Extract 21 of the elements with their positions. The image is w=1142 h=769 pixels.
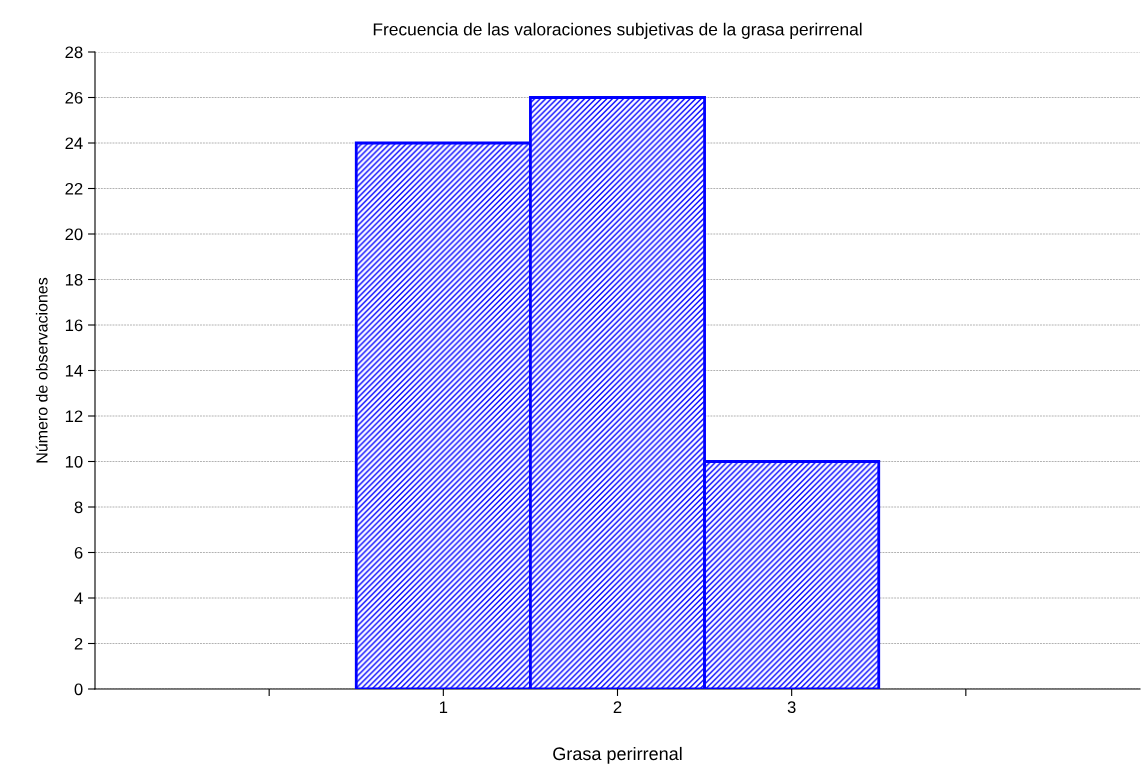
y-tick-label: 14: [65, 365, 83, 377]
y-tick-label: 20: [65, 228, 83, 241]
y-tick-label: 8: [74, 501, 83, 514]
x-tick-label: 2: [613, 701, 622, 713]
y-tick-label: 16: [65, 319, 83, 332]
y-tick-label: 0: [74, 683, 83, 696]
x-tick-label: 1: [439, 701, 448, 713]
chart-title: Frecuencia de las valoraciones subjetivas de la grasa perirrenal: [373, 22, 862, 39]
x-tick-label: 3: [787, 701, 796, 714]
y-tick-label: 24: [65, 137, 83, 150]
y-tick-label: 12: [65, 410, 83, 423]
y-axis-title: Número de observaciones: [35, 277, 48, 463]
y-tick-label: 22: [65, 182, 83, 195]
y-tick-label: 28: [65, 46, 83, 59]
y-tick-label: 4: [74, 592, 83, 605]
y-tick-label: 6: [74, 546, 83, 559]
y-tick-label: 2: [74, 637, 83, 650]
y-tick-label: 26: [65, 91, 83, 104]
y-tick-label: 18: [65, 273, 83, 286]
x-axis-title: Grasa perirrenal: [553, 746, 682, 764]
y-tick-label: 10: [65, 455, 83, 468]
